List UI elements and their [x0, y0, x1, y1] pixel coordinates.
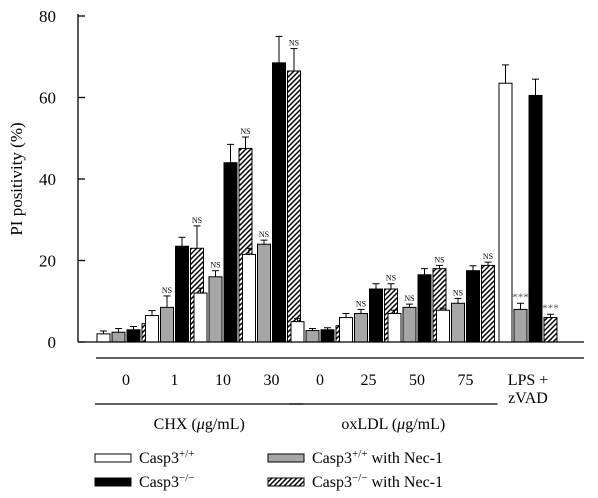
bar	[287, 70, 301, 343]
legend-label: Casp3+/+ with Nec-1	[312, 448, 443, 467]
bar	[96, 333, 111, 343]
bar	[354, 312, 368, 343]
legend-label: Casp3+/+	[139, 448, 194, 467]
bar	[175, 245, 189, 343]
bar	[257, 243, 271, 343]
treatment-label: CHX (μg/mL)	[154, 416, 245, 433]
significance-label: NS	[192, 216, 202, 225]
bar	[436, 309, 450, 343]
x-tick-label: 50	[409, 372, 425, 389]
bar	[513, 308, 528, 343]
x-axis: 0 1 10 30 0 25 50 75 LPS +zVAD CHX (μg/mL) oxLDL (…	[78, 341, 584, 433]
y-tick-label: 80	[39, 7, 56, 26]
bar	[481, 264, 495, 343]
bar	[111, 331, 126, 343]
bar	[387, 312, 402, 343]
bar	[528, 94, 543, 343]
bar	[290, 321, 305, 343]
bar	[126, 329, 141, 343]
significance-label: NS	[453, 288, 463, 297]
bar	[543, 317, 558, 343]
treatment-label: oxLDL (μg/mL)	[341, 416, 445, 433]
bar	[208, 276, 223, 343]
significance-label: NS	[162, 286, 172, 295]
x-tick-label: 25	[361, 372, 377, 389]
x-tick-label: 0	[122, 372, 130, 389]
x-tick-label: 75	[458, 372, 474, 389]
x-tick-label: 10	[215, 372, 231, 389]
significance-label: NS	[404, 294, 414, 303]
x-tick-label: LPS +	[508, 372, 549, 389]
legend-swatch	[94, 477, 132, 487]
bar	[498, 82, 513, 343]
bar	[339, 317, 353, 343]
significance-label: NS	[240, 127, 250, 136]
x-tick-label: 1	[171, 372, 179, 389]
legend-swatch	[267, 477, 305, 487]
significance-label: NS	[259, 230, 269, 239]
bar	[160, 306, 174, 343]
significance-label: ***	[512, 291, 529, 303]
legend-swatch	[94, 453, 132, 463]
bar	[417, 274, 432, 343]
bar	[272, 62, 286, 343]
y-tick-label: 20	[39, 252, 56, 271]
significance-label: NS	[434, 255, 444, 264]
legend-label: Casp3−/− with Nec-1	[312, 472, 443, 491]
legend-swatch	[267, 453, 305, 463]
x-tick-label: zVAD	[508, 390, 548, 407]
bar	[402, 306, 417, 343]
bar	[320, 329, 335, 343]
bar	[369, 288, 383, 343]
bars: NS NS NS NS NS NS NS NS NS NS NS NS *** ***	[96, 35, 559, 343]
significance-label: NS	[483, 252, 493, 261]
bar	[223, 162, 238, 343]
legend: Casp3+/+ Casp3+/+ with Nec-1 Casp3−/− Casp3…	[94, 448, 443, 491]
significance-label: NS	[210, 261, 220, 270]
legend-label: Casp3−/−	[139, 472, 194, 491]
bar	[305, 330, 320, 343]
y-axis: 0 20 40 60 80 PI positivity (%)	[7, 7, 85, 352]
significance-label: NS	[386, 274, 396, 283]
bar	[193, 292, 208, 343]
x-tick-label: 30	[264, 372, 280, 389]
bar	[242, 253, 256, 343]
y-tick-label: 0	[48, 333, 57, 352]
significance-label: ***	[542, 302, 559, 314]
y-axis-label: PI positivity (%)	[7, 122, 26, 235]
bar	[451, 302, 465, 343]
bar	[466, 270, 480, 343]
significance-label: NS	[356, 299, 366, 308]
y-tick-label: 60	[39, 89, 56, 108]
y-tick-label: 40	[39, 170, 56, 189]
bar	[145, 315, 159, 343]
x-tick-label: 0	[316, 372, 324, 389]
significance-label: NS	[289, 39, 299, 48]
